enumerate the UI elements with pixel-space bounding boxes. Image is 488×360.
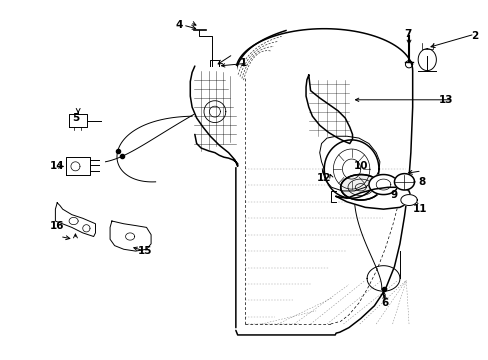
Text: 13: 13 [438, 95, 453, 105]
Text: 2: 2 [470, 31, 477, 41]
Polygon shape [110, 221, 151, 251]
Polygon shape [308, 78, 351, 139]
Text: 9: 9 [390, 190, 397, 201]
Text: 7: 7 [404, 29, 411, 39]
Polygon shape [324, 140, 378, 198]
Polygon shape [330, 191, 335, 202]
Text: 12: 12 [316, 173, 331, 183]
Polygon shape [340, 175, 380, 200]
Text: 8: 8 [417, 177, 425, 187]
Text: 11: 11 [412, 204, 427, 214]
Text: 10: 10 [353, 161, 367, 171]
Polygon shape [55, 203, 95, 237]
Polygon shape [394, 174, 414, 190]
Text: 6: 6 [381, 298, 388, 308]
Polygon shape [400, 195, 416, 206]
Text: 5: 5 [72, 113, 79, 123]
Text: 15: 15 [137, 246, 152, 256]
Text: 4: 4 [175, 20, 183, 30]
Text: 14: 14 [50, 161, 64, 171]
Polygon shape [194, 66, 235, 166]
Polygon shape [335, 187, 410, 209]
Polygon shape [368, 175, 397, 194]
Text: 1: 1 [239, 58, 246, 68]
Text: 16: 16 [50, 221, 64, 230]
